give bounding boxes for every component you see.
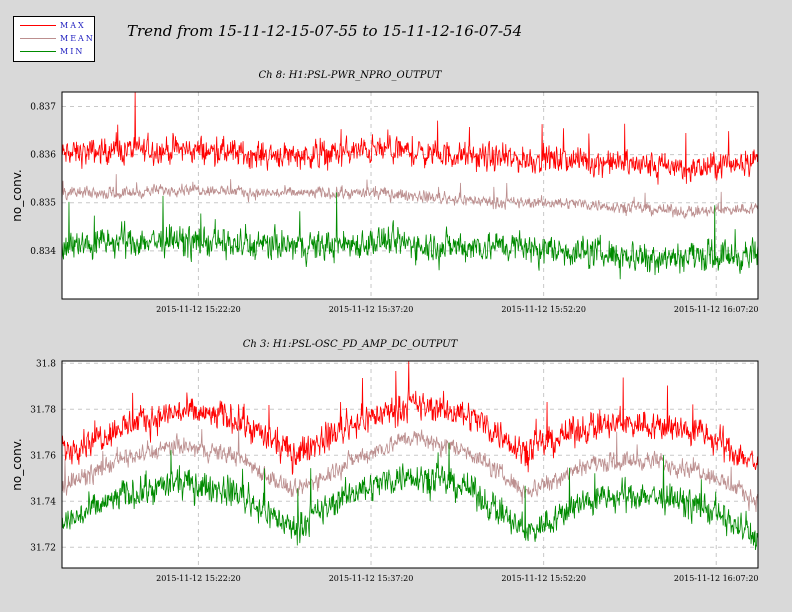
y-tick-label: 31.72 <box>30 543 56 553</box>
series-line-mean <box>61 425 759 513</box>
legend-item-mean: MEAN <box>14 33 94 45</box>
y-tick-label: 31.76 <box>30 451 56 461</box>
x-tick-label: 2015-11-12 16:07:20 <box>674 574 759 583</box>
legend-label-max: MAX <box>60 21 86 30</box>
plot-frame <box>61 91 759 300</box>
plot-area <box>61 360 759 569</box>
series-line-max <box>61 360 759 475</box>
y-tick-label: 31.8 <box>36 359 56 369</box>
x-tick-label: 2015-11-12 15:37:20 <box>329 574 414 583</box>
y-tick-label: 0.835 <box>30 199 56 209</box>
chart-panel-1: 31.8 31.78 31.76 31.74 31.72 2015-11-12 15:22… <box>10 339 759 583</box>
x-tick-label: 2015-11-12 15:22:20 <box>156 305 241 314</box>
y-tick-label: 0.836 <box>30 151 56 161</box>
legend: MAX MEAN MIN <box>13 16 95 62</box>
y-axis-label: no_conv. <box>10 438 24 490</box>
x-tick-label: 2015-11-12 15:37:20 <box>329 305 414 314</box>
legend-swatch-min <box>20 51 56 52</box>
panel-title: Ch 8: H1:PSL-PWR_NPRO_OUTPUT <box>259 70 443 81</box>
chart-panel-0: 0.837 0.836 0.835 0.834 2015-11-12 15:22:20 2… <box>10 70 759 314</box>
x-tick-label: 2015-11-12 15:52:20 <box>501 574 586 583</box>
legend-item-min: MIN <box>14 46 94 58</box>
y-axis-label: no_conv. <box>10 169 24 221</box>
legend-label-min: MIN <box>60 47 85 56</box>
legend-label-mean: MEAN <box>60 34 95 43</box>
panel-title: Ch 3: H1:PSL-OSC_PD_AMP_DC_OUTPUT <box>243 339 459 350</box>
x-tick-label: 2015-11-12 16:07:20 <box>674 305 759 314</box>
legend-item-max: MAX <box>14 20 94 32</box>
main-title: Trend from 15-11-12-15-07-55 to 15-11-12… <box>127 22 523 40</box>
y-tick-label: 31.78 <box>30 405 56 415</box>
x-tick-label: 2015-11-12 15:52:20 <box>501 305 586 314</box>
series-line-min <box>61 192 759 280</box>
series-line-mean <box>61 174 759 220</box>
series-line-min <box>61 442 759 551</box>
plot-frame <box>61 360 759 569</box>
x-tick-label: 2015-11-12 15:22:20 <box>156 574 241 583</box>
y-tick-label: 0.834 <box>30 247 56 257</box>
y-tick-label: 31.74 <box>30 497 56 507</box>
legend-swatch-mean <box>20 38 56 39</box>
legend-swatch-max <box>20 25 56 26</box>
y-tick-label: 0.837 <box>30 102 56 112</box>
series-line-max <box>61 91 759 185</box>
